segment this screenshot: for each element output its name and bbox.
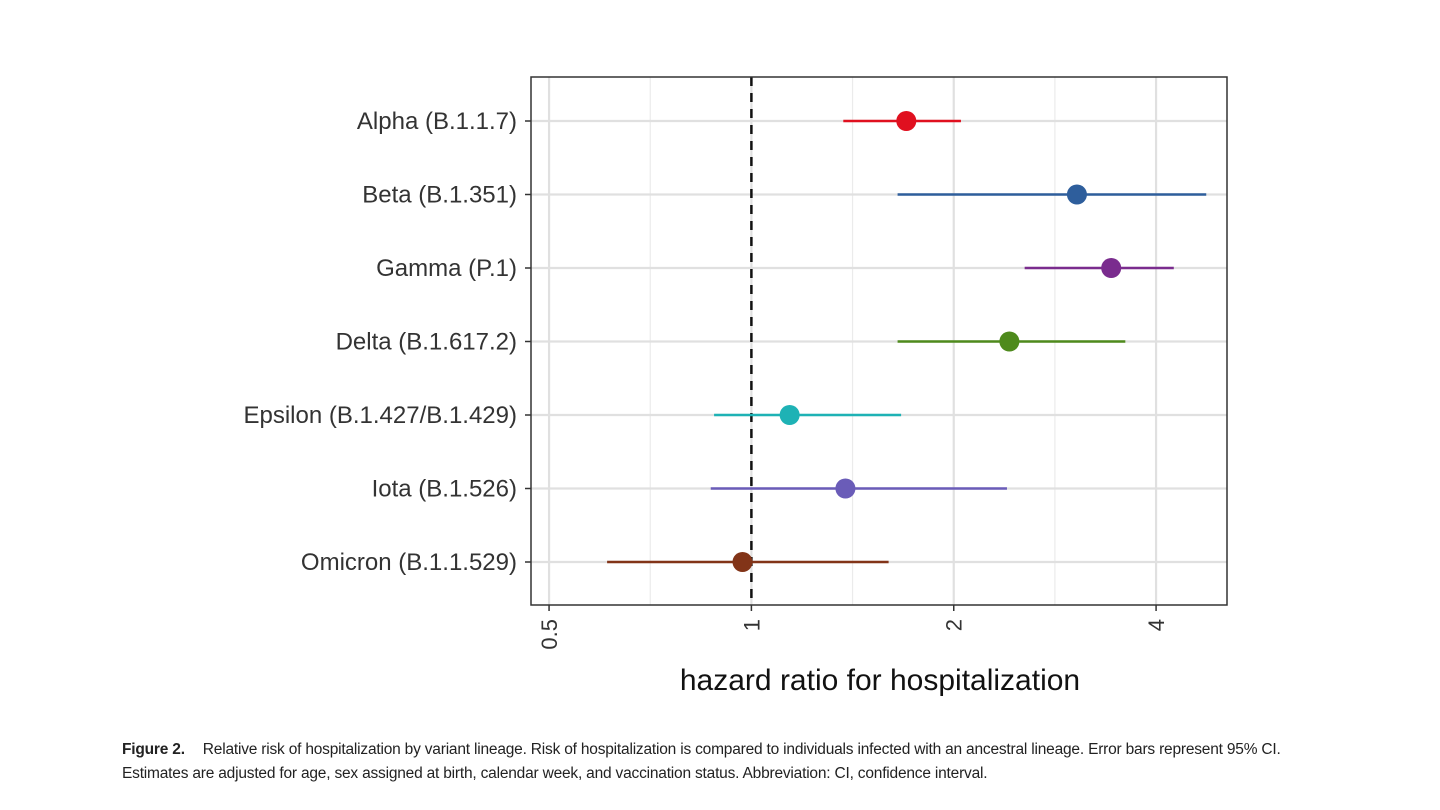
data-marks (607, 111, 1207, 572)
figure-label: Figure 2. (122, 741, 185, 758)
x-tick-label: 1 (739, 619, 764, 631)
y-tick-label: Iota (B.1.526) (372, 476, 517, 503)
point-estimate (896, 111, 917, 131)
x-tick-label: 4 (1144, 619, 1169, 631)
y-tick-label: Alpha (B.1.1.7) (357, 108, 517, 135)
y-tick-label: Beta (B.1.351) (362, 182, 517, 209)
x-tick-label: 0.5 (537, 619, 562, 650)
point-estimate (1101, 258, 1122, 278)
y-tick-label: Epsilon (B.1.427/B.1.429) (243, 402, 517, 429)
y-tick-label: Omicron (B.1.1.529) (301, 549, 517, 576)
point-estimate (835, 478, 856, 499)
x-axis-title: hazard ratio for hospitalization (680, 664, 1080, 697)
point-estimate (1066, 184, 1087, 205)
y-tick-label: Gamma (P.1) (376, 255, 517, 282)
y-tick-label: Delta (B.1.617.2) (336, 329, 517, 356)
point-estimate (999, 331, 1020, 352)
forest-plot: Alpha (B.1.1.7) Beta (B.1.351) Gamma (P.1)… (243, 76, 1228, 697)
figure-caption: Figure 2. Relative risk of hospitalizatio… (122, 738, 1332, 786)
figure-caption-text: Relative risk of hospitalization by vari… (122, 741, 1281, 782)
point-estimate (732, 552, 753, 572)
x-tick-label: 2 (942, 619, 967, 631)
axes: Alpha (B.1.1.7) Beta (B.1.351) Gamma (P.1)… (243, 108, 1169, 650)
point-estimate (779, 405, 800, 425)
